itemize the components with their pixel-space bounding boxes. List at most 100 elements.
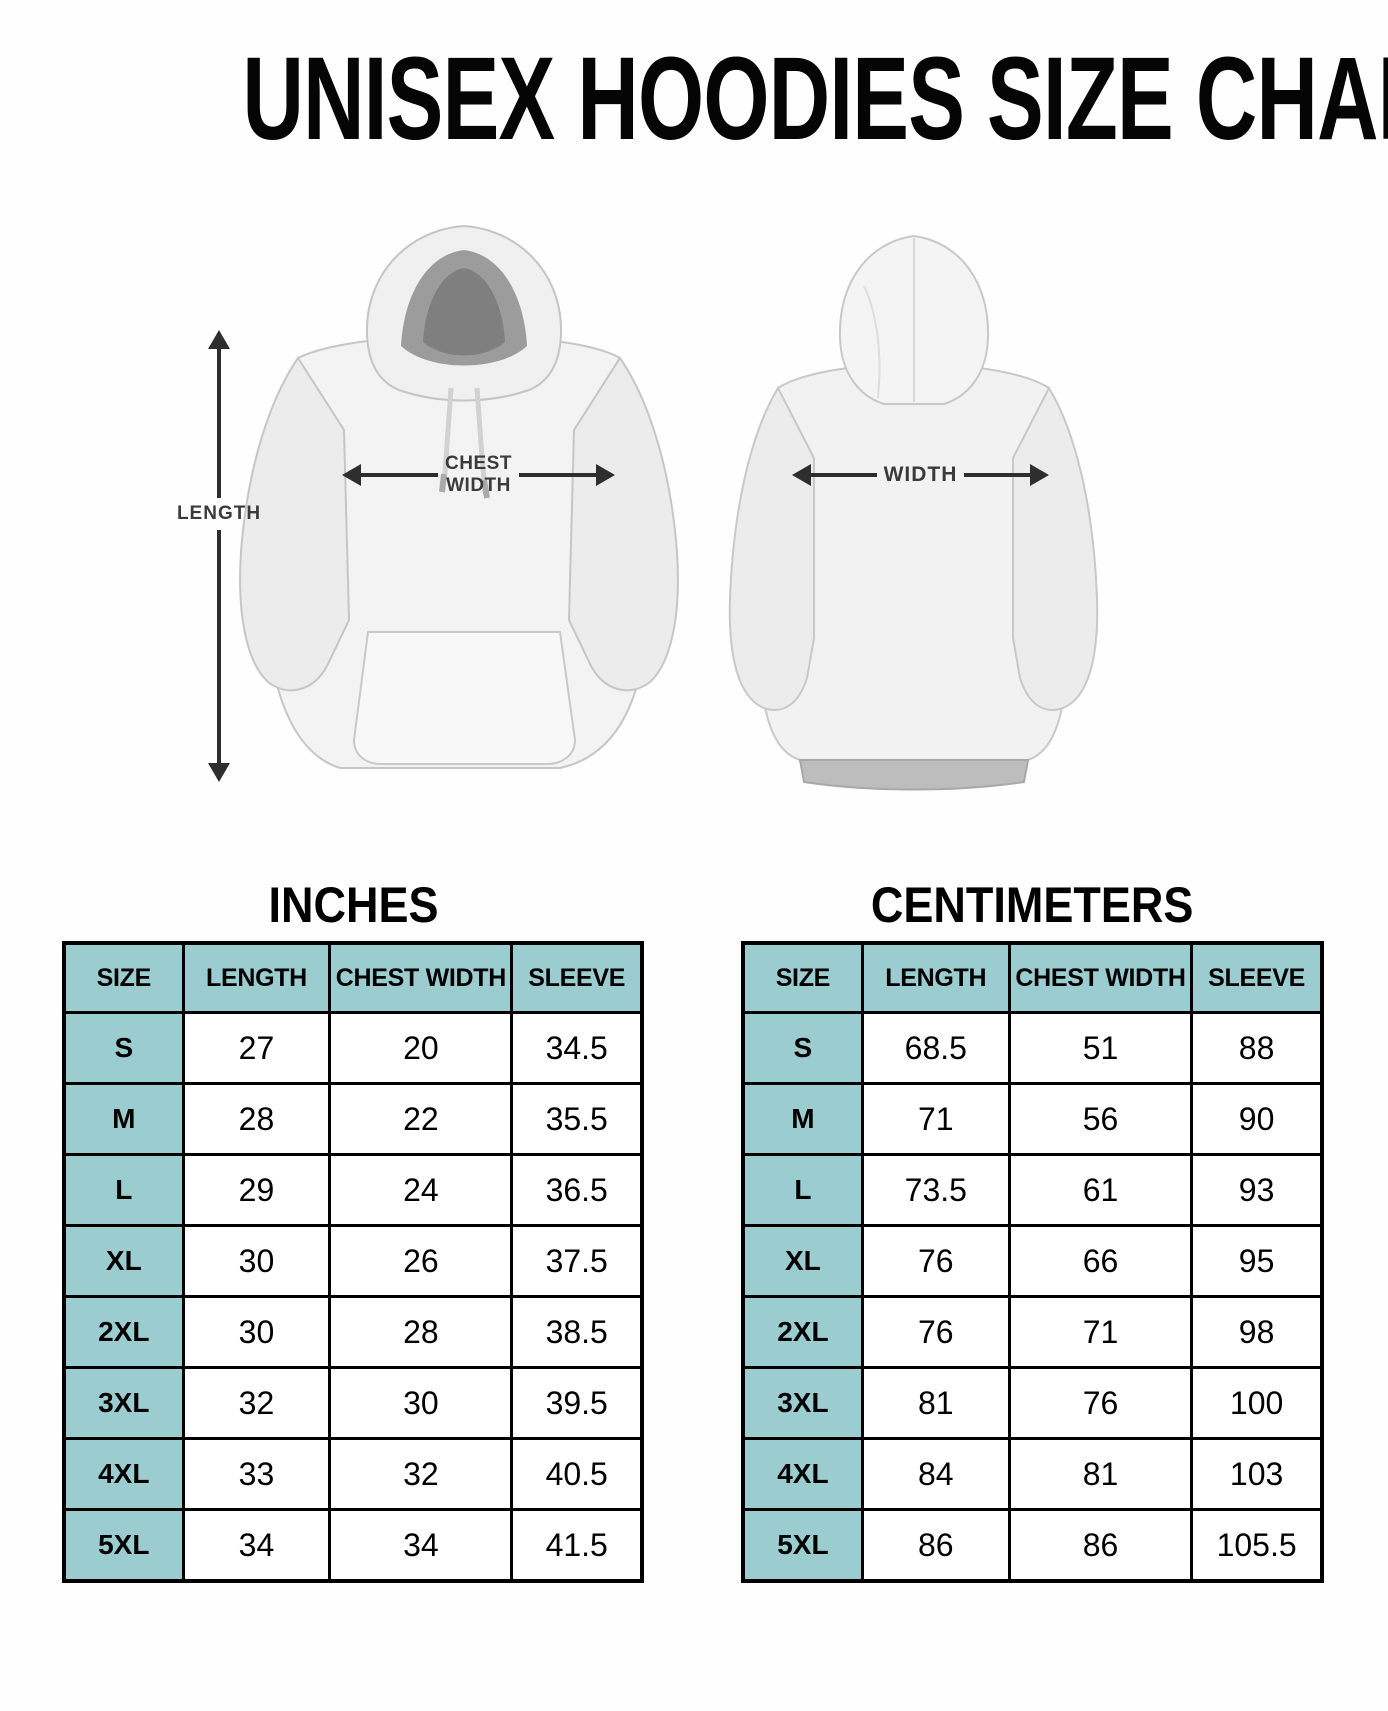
chest-width-arrow-label: CHEST WIDTH [445,453,512,497]
table-heading-inches-text: INCHES [267,877,439,933]
size-cell: 3XL [741,1366,864,1440]
inches-table-section: INCHES SIZE LENGTH CHEST WIDTH SLEEVE S 27 20… [62,880,644,1583]
table-row: M 71 56 90 [741,1082,1324,1156]
back-width-arrow: WIDTH [792,446,1050,504]
value-cell: 81 [860,1366,1011,1440]
table-row: M 28 22 35.5 [62,1082,644,1156]
table-row: 5XL 86 86 105.5 [741,1508,1324,1583]
size-cell: L [741,1153,864,1227]
value-cell: 90 [1190,1082,1324,1156]
size-cell: 2XL [741,1295,864,1369]
table-row: L 29 24 36.5 [62,1153,644,1227]
value-cell: 98 [1190,1295,1324,1369]
value-cell: 37.5 [510,1224,644,1298]
value-cell: 22 [328,1082,514,1156]
arrowhead-left-icon [342,464,361,486]
arrowhead-up-icon [208,330,230,349]
value-cell: 103 [1190,1437,1324,1511]
table-row: 2XL 30 28 38.5 [62,1295,644,1369]
value-cell: 41.5 [510,1508,644,1583]
value-cell: 71 [1007,1295,1194,1369]
arrowhead-down-icon [208,763,230,782]
column-header: LENGTH [860,941,1011,1014]
length-arrow: LENGTH [177,330,260,782]
value-cell: 84 [860,1437,1011,1511]
arrowhead-right-icon [596,464,615,486]
table-row: L 73.5 61 93 [741,1153,1324,1227]
value-cell: 30 [181,1224,332,1298]
arrow-line [518,473,596,477]
size-cell: S [741,1011,864,1085]
value-cell: 76 [860,1224,1011,1298]
value-cell: 20 [328,1011,514,1085]
value-cell: 33 [181,1437,332,1511]
value-cell: 88 [1190,1011,1324,1085]
size-cell: 4XL [62,1437,185,1511]
value-cell: 56 [1007,1082,1194,1156]
size-cell: 3XL [62,1366,185,1440]
table-row: XL 76 66 95 [741,1224,1324,1298]
value-cell: 100 [1190,1366,1324,1440]
value-cell: 81 [1007,1437,1194,1511]
value-cell: 34.5 [510,1011,644,1085]
table-heading-centimeters-text: CENTIMETERS [871,877,1194,933]
column-header: SIZE [62,941,185,1014]
arrow-line [361,473,439,477]
value-cell: 76 [1007,1366,1194,1440]
table-heading-inches: INCHES [62,880,644,941]
column-header: CHEST WIDTH [328,941,514,1014]
size-cell: M [741,1082,864,1156]
table-row: 4XL 33 32 40.5 [62,1437,644,1511]
value-cell: 39.5 [510,1366,644,1440]
value-cell: 86 [860,1508,1011,1583]
table-row: 5XL 34 34 41.5 [62,1508,644,1583]
size-cell: 5XL [741,1508,864,1583]
value-cell: 95 [1190,1224,1324,1298]
value-cell: 35.5 [510,1082,644,1156]
page-title-text: UNISEX HOODIES SIZE CHART [242,33,1388,165]
table-heading-centimeters: CENTIMETERS [741,880,1324,941]
value-cell: 34 [328,1508,514,1583]
table-row: 3XL 32 30 39.5 [62,1366,644,1440]
value-cell: 76 [860,1295,1011,1369]
size-cell: M [62,1082,185,1156]
value-cell: 86 [1007,1508,1194,1583]
value-cell: 40.5 [510,1437,644,1511]
column-header: SLEEVE [510,941,644,1014]
hoodie-measurement-diagram: LENGTH CHEST WIDTH WIDTH [0,0,1388,830]
size-cell: XL [62,1224,185,1298]
value-cell: 24 [328,1153,514,1227]
column-header: CHEST WIDTH [1007,941,1194,1014]
table-row: XL 30 26 37.5 [62,1224,644,1298]
size-cell: S [62,1011,185,1085]
size-cell: L [62,1153,185,1227]
value-cell: 36.5 [510,1153,644,1227]
header-row: SIZE LENGTH CHEST WIDTH SLEEVE [62,941,644,1014]
column-header: SIZE [741,941,864,1014]
value-cell: 51 [1007,1011,1194,1085]
table-row: S 68.5 51 88 [741,1011,1324,1085]
hoodie-back-image [728,234,1099,791]
value-cell: 105.5 [1190,1508,1324,1583]
size-cell: 5XL [62,1508,185,1583]
table-row: 2XL 76 71 98 [741,1295,1324,1369]
arrowhead-left-icon [792,464,811,486]
table-row: 3XL 81 76 100 [741,1366,1324,1440]
value-cell: 30 [181,1295,332,1369]
value-cell: 28 [328,1295,514,1369]
page-title: UNISEX HOODIES SIZE CHART [0,40,1388,158]
chest-width-arrow: CHEST WIDTH [342,446,615,504]
length-arrow-label: LENGTH [176,502,262,524]
table-row: 4XL 84 81 103 [741,1437,1324,1511]
column-header: SLEEVE [1190,941,1324,1014]
value-cell: 38.5 [510,1295,644,1369]
value-cell: 27 [181,1011,332,1085]
arrow-line [217,529,221,763]
value-cell: 71 [860,1082,1011,1156]
hoodie-front-image [239,224,679,769]
arrow-line [811,473,877,477]
size-cell: XL [741,1224,864,1298]
back-width-arrow-label: WIDTH [883,462,958,486]
arrow-line [964,473,1031,477]
